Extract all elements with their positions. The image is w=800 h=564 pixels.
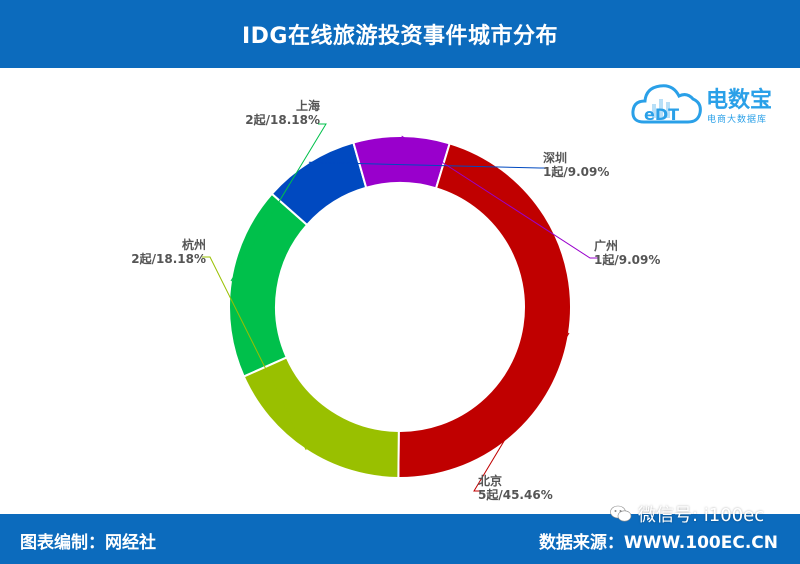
slice-上海: [228, 192, 309, 378]
data-label-name: 深圳: [543, 150, 567, 165]
wechat-id: 微信号: i100ec: [638, 505, 765, 526]
data-label-value: 1起/9.09%: [543, 164, 609, 179]
chart-title: IDG在线旅游投资事件城市分布: [241, 24, 558, 49]
slice-北京: [397, 142, 572, 479]
data-label-value: 2起/18.18%: [245, 112, 320, 127]
footer-credit: 图表编制：网经社: [20, 533, 156, 553]
leader-line-广州: [401, 135, 598, 259]
leader-line-上海: [230, 123, 327, 282]
wechat-watermark: 微信号: i100ec: [610, 500, 764, 528]
slice-杭州: [242, 356, 400, 480]
footer-bar: 图表编制：网经社 数据来源：WWW.100EC.CN: [0, 514, 800, 564]
title-bar: IDG在线旅游投资事件城市分布: [0, 0, 800, 68]
data-label-name: 上海: [296, 98, 320, 113]
logo-mark: eDT: [644, 105, 679, 124]
logo: eDT 电数宝 电商大数据库: [630, 74, 795, 134]
wechat-icon: [610, 505, 632, 523]
data-label-value: 1起/9.09%: [594, 252, 660, 267]
slice-广州: [352, 135, 451, 190]
data-label-name: 杭州: [182, 237, 206, 252]
leader-line-深圳: [308, 161, 548, 169]
logo-subtitle: 电商大数据库: [707, 115, 768, 125]
logo-text: 电数宝: [706, 88, 773, 113]
data-label-value: 2起/18.18%: [131, 251, 206, 266]
leader-line-杭州: [202, 256, 307, 451]
cloud-logo-icon: eDT: [631, 84, 702, 124]
footer-source: 数据来源：WWW.100EC.CN: [538, 533, 778, 553]
donut-chart: 上海2起/18.18%深圳1起/9.09%广州1起/9.09%北京5起/45.4…: [131, 98, 660, 502]
data-label-name: 北京: [478, 473, 502, 488]
leader-line-北京: [473, 332, 570, 492]
data-label-value: 5起/45.46%: [478, 487, 553, 502]
data-label-name: 广州: [594, 238, 618, 253]
